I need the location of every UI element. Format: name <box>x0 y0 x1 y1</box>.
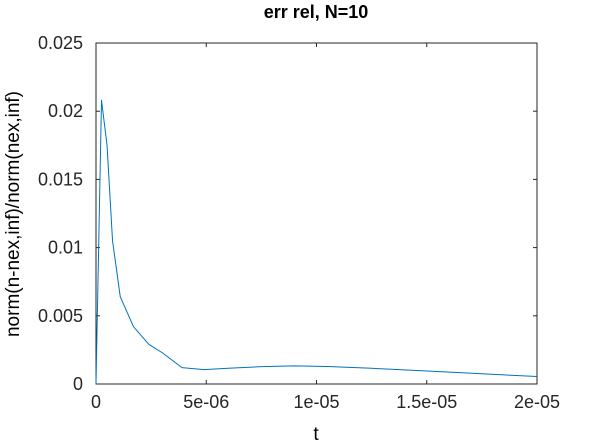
x-tick-label: 1.5e-05 <box>396 392 457 412</box>
series-line <box>95 99 538 385</box>
plot-area-frame <box>95 42 538 385</box>
series-layer <box>95 99 538 385</box>
y-tick-label: 0.025 <box>38 33 83 53</box>
ticks-layer: 0 5e-06 1e-05 1.5e-05 2e-05 0 0.005 0.01 0.015 0.… <box>38 33 560 412</box>
y-tick-label: 0.015 <box>38 169 83 189</box>
y-tick-label: 0.005 <box>38 306 83 326</box>
y-tick-label: 0.02 <box>48 101 83 121</box>
y-tick-label: 0 <box>73 374 83 394</box>
x-tick-label: 2e-05 <box>514 392 560 412</box>
x-axis-label: t <box>313 424 319 442</box>
y-tick-label: 0.01 <box>48 238 83 258</box>
x-tick-label: 0 <box>91 392 101 412</box>
x-tick-label: 1e-05 <box>293 392 339 412</box>
y-axis-label: norm(n-nex,inf)/norm(nex,inf) <box>3 91 24 337</box>
x-tick-label: 5e-06 <box>183 392 229 412</box>
chart-title: err rel, N=10 <box>264 2 369 22</box>
